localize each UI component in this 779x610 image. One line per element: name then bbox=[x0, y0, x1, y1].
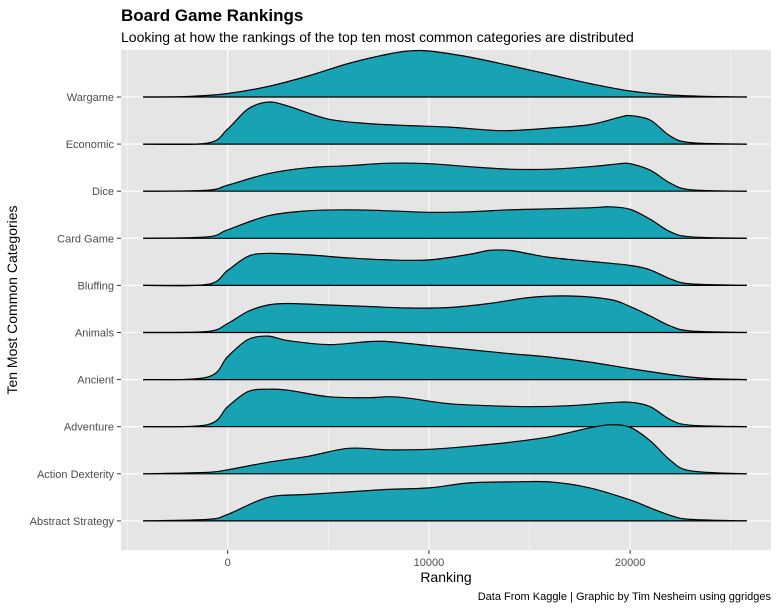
ridge-fill bbox=[143, 336, 747, 380]
ridge-fill bbox=[143, 481, 747, 521]
chart-caption: Data From Kaggle | Graphic by Tim Neshei… bbox=[478, 591, 772, 603]
chart-title: Board Game Rankings bbox=[121, 6, 303, 25]
ridge-outline bbox=[143, 101, 747, 146]
ridge-outline bbox=[143, 206, 747, 239]
ridge-fill bbox=[143, 50, 747, 97]
x-axis-title: Ranking bbox=[420, 569, 471, 585]
chart-subtitle: Looking at how the rankings of the top t… bbox=[121, 29, 634, 45]
ridge-outline bbox=[143, 249, 747, 287]
ridge-fill bbox=[143, 389, 747, 427]
y-tick-label: Bluffing bbox=[78, 280, 115, 292]
ridge-outline bbox=[143, 424, 747, 475]
y-tick-label: Action Dexterity bbox=[37, 469, 115, 481]
x-tick-label: 10000 bbox=[414, 557, 445, 569]
ridge-outline bbox=[143, 480, 747, 522]
y-tick-label: Wargame bbox=[67, 92, 114, 104]
y-tick-label: Abstract Strategy bbox=[30, 516, 115, 528]
ridges bbox=[143, 49, 747, 522]
ridge-fill bbox=[143, 249, 747, 286]
ridge-fill bbox=[143, 163, 747, 192]
y-tick-label: Ancient bbox=[77, 375, 114, 387]
ridge-fill bbox=[143, 295, 747, 333]
y-tick-label: Adventure bbox=[64, 422, 114, 434]
plot-panel bbox=[121, 50, 771, 550]
x-tick-label: 20000 bbox=[615, 557, 646, 569]
ridge-fill bbox=[143, 206, 747, 239]
x-tick-label: 0 bbox=[225, 557, 231, 569]
ridge-fill bbox=[143, 424, 747, 474]
y-tick-label: Dice bbox=[92, 186, 114, 198]
x-axis: 0 10000 20000 bbox=[225, 550, 646, 569]
ridge-outline bbox=[143, 162, 747, 192]
ridge-outline bbox=[143, 295, 747, 334]
y-tick-label: Animals bbox=[75, 328, 115, 340]
y-axis-title: Ten Most Common Categories bbox=[4, 205, 20, 394]
ridge-fill bbox=[143, 102, 747, 145]
y-tick-label: Card Game bbox=[57, 233, 114, 245]
ridge-outline bbox=[143, 49, 747, 98]
ridge-outline bbox=[143, 335, 747, 381]
y-tick-label: Economic bbox=[66, 139, 115, 151]
y-axis: Wargame Economic Dice Card Game Bluffing Anim… bbox=[30, 92, 121, 528]
ridge-outline bbox=[143, 388, 747, 428]
